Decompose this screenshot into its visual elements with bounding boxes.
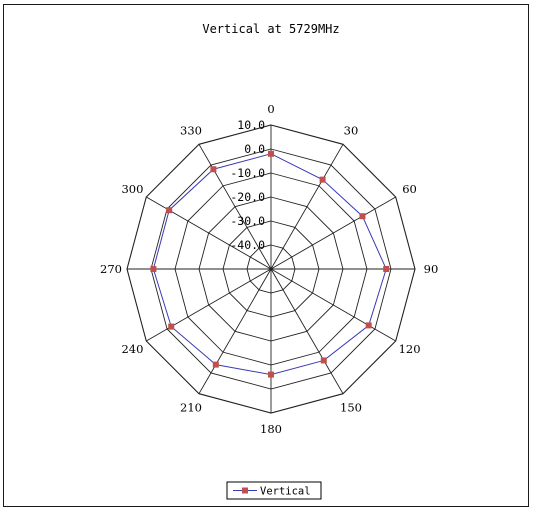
- data-point-marker: [212, 361, 219, 368]
- legend-box: [226, 481, 322, 500]
- radial-tick-label: 0.0: [244, 142, 265, 156]
- angle-tick-label: 270: [100, 262, 122, 276]
- legend: Vertical: [226, 481, 322, 500]
- data-point-marker: [365, 322, 372, 329]
- data-point-marker: [268, 371, 274, 378]
- chart-title: Vertical at 5729MHz: [202, 22, 339, 36]
- data-point-marker: [210, 166, 217, 173]
- grid-spoke: [270, 144, 344, 270]
- data-point-marker: [320, 357, 327, 364]
- series-layer: [150, 150, 390, 378]
- angle-tick-label: 0: [267, 102, 274, 116]
- radar-grid: [126, 124, 416, 414]
- angle-tick-label: 60: [402, 182, 417, 196]
- grid-spoke: [270, 268, 344, 394]
- grid-spoke: [198, 268, 272, 394]
- data-point-marker: [319, 176, 326, 183]
- grid-spoke: [146, 268, 272, 342]
- angle-tick-label: 300: [121, 182, 143, 196]
- data-point-marker: [268, 150, 274, 157]
- angle-tick-label: 120: [399, 342, 421, 356]
- angle-tick-label: 150: [340, 401, 362, 415]
- legend-marker-swatch: [242, 487, 248, 494]
- series-line-vertical: [152, 153, 387, 376]
- angle-tick-label: 330: [180, 123, 202, 137]
- radial-tick-label: -40.0: [230, 238, 265, 252]
- angle-tick-label: 30: [344, 123, 359, 137]
- radial-tick-label: -10.0: [230, 166, 265, 180]
- chart-frame: Vertical at 5729MHz 0 30 60 90 120 150 180 210 2…: [3, 4, 529, 507]
- data-point-marker: [168, 323, 175, 330]
- data-point-marker: [359, 213, 366, 220]
- grid-spoke: [198, 144, 272, 270]
- legend-label: Vertical: [260, 486, 311, 498]
- angle-tick-label: 180: [260, 422, 282, 436]
- data-point-marker: [166, 207, 173, 214]
- angle-tick-label: 210: [180, 401, 202, 415]
- radial-tick-label: -30.0: [230, 214, 265, 228]
- radar-chart: Vertical at 5729MHz 0 30 60 90 120 150 180 210 2…: [100, 22, 438, 500]
- grid-spoke: [146, 196, 272, 270]
- angle-tick-label: 240: [121, 342, 143, 356]
- radial-tick-label: -20.0: [230, 190, 265, 204]
- data-point-marker: [383, 266, 390, 272]
- data-point-marker: [150, 266, 157, 272]
- radial-tick-label: 10.0: [237, 118, 265, 132]
- grid-spoke: [270, 268, 396, 342]
- label-layer: 0 30 60 90 120 150 180 210 240 270 300 330 10.0 0.0 -1…: [100, 102, 438, 436]
- grid-spoke: [270, 196, 396, 270]
- angle-tick-label: 90: [424, 262, 439, 276]
